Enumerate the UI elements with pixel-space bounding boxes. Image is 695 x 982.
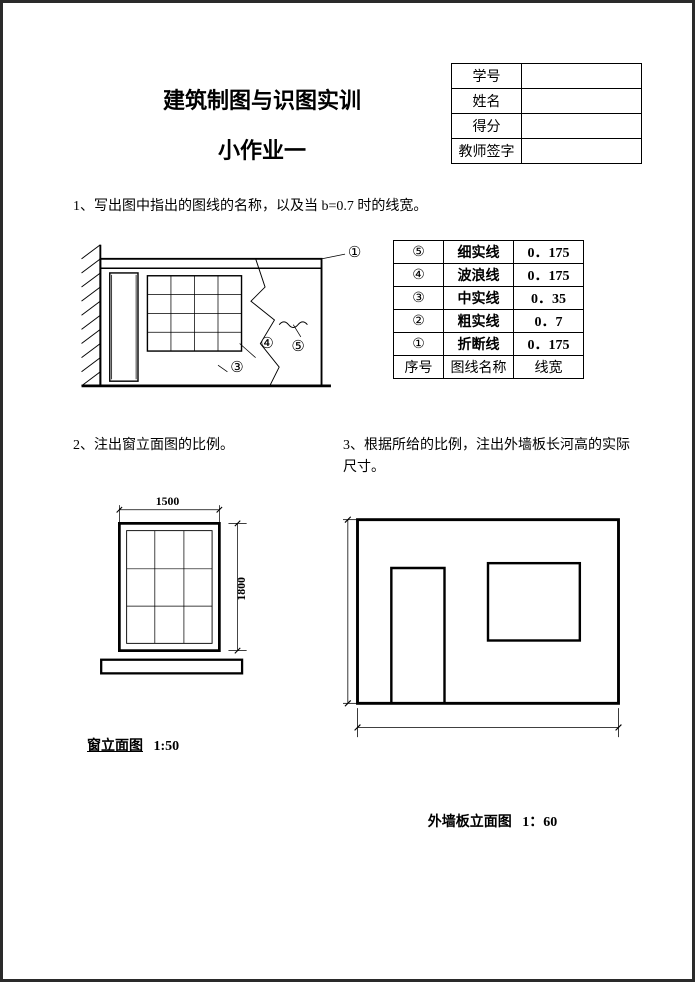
table-row: ⑤细实线0．175 <box>394 241 584 264</box>
q3-column: 3、根据所给的比例，注出外墙板长河高的实际尺寸。 <box>343 435 642 831</box>
q3-caption-scale: 1：60 <box>522 815 557 830</box>
info-label: 姓名 <box>452 89 522 114</box>
q3-caption-name: 外墙板立面图 <box>428 815 512 830</box>
info-row: 学号 <box>452 64 642 89</box>
title-main: 建筑制图与识图实训 <box>73 83 451 115</box>
info-value <box>522 89 642 114</box>
q1-row: ① ④ ⑤ ③ ⑤细实线0．175 ④波浪线0．175 ③中实线0．35 ②粗实… <box>73 240 642 400</box>
callout-3: ③ <box>230 360 244 376</box>
q3-prompt: 3、根据所给的比例，注出外墙板长河高的实际尺寸。 <box>343 435 642 480</box>
title-block: 建筑制图与识图实训 小作业一 <box>73 63 451 165</box>
line-type-table: ⑤细实线0．175 ④波浪线0．175 ③中实线0．35 ②粗实线0．7 ①折断… <box>393 240 584 379</box>
callout-4: ④ <box>260 336 274 352</box>
q23-row: 2、注出窗立面图的比例。 1500 <box>73 435 642 831</box>
q2-prompt: 2、注出窗立面图的比例。 <box>73 435 323 457</box>
info-value <box>522 64 642 89</box>
info-value <box>522 139 642 164</box>
info-label: 教师签字 <box>452 139 522 164</box>
info-value <box>522 114 642 139</box>
q2-caption-name: 窗立面图 <box>87 739 143 754</box>
info-row: 教师签字 <box>452 139 642 164</box>
callout-1: ① <box>348 245 362 261</box>
info-row: 姓名 <box>452 89 642 114</box>
table-row: ①折断线0．175 <box>394 333 584 356</box>
q2-caption: 窗立面图 1:50 <box>73 735 323 755</box>
callout-5: ⑤ <box>291 339 305 355</box>
q2-column: 2、注出窗立面图的比例。 1500 <box>73 435 323 831</box>
header-row: 建筑制图与识图实训 小作业一 学号 姓名 得分 教师签字 <box>73 63 642 165</box>
info-row: 得分 <box>452 114 642 139</box>
window-elevation-drawing: 1500 1800 <box>83 487 283 714</box>
dim-height: 1800 <box>234 577 248 601</box>
title-sub: 小作业一 <box>73 133 451 165</box>
table-head: 序号图线名称线宽 <box>394 356 584 379</box>
table-row: ③中实线0．35 <box>394 287 584 310</box>
info-label: 得分 <box>452 114 522 139</box>
dim-width: 1500 <box>156 495 180 509</box>
page: 建筑制图与识图实训 小作业一 学号 姓名 得分 教师签字 1、写出图中指出的图线… <box>0 0 695 982</box>
q2-caption-scale: 1:50 <box>154 739 180 754</box>
wall-panel-drawing <box>343 510 633 761</box>
table-row: ④波浪线0．175 <box>394 264 584 287</box>
info-label: 学号 <box>452 64 522 89</box>
table-row: ②粗实线0．7 <box>394 310 584 333</box>
q1-drawing: ① ④ ⑤ ③ <box>73 240 363 400</box>
q3-caption: 外墙板立面图 1：60 <box>343 811 642 831</box>
info-table: 学号 姓名 得分 教师签字 <box>451 63 642 164</box>
q1-prompt: 1、写出图中指出的图线的名称，以及当 b=0.7 时的线宽。 <box>73 195 642 215</box>
